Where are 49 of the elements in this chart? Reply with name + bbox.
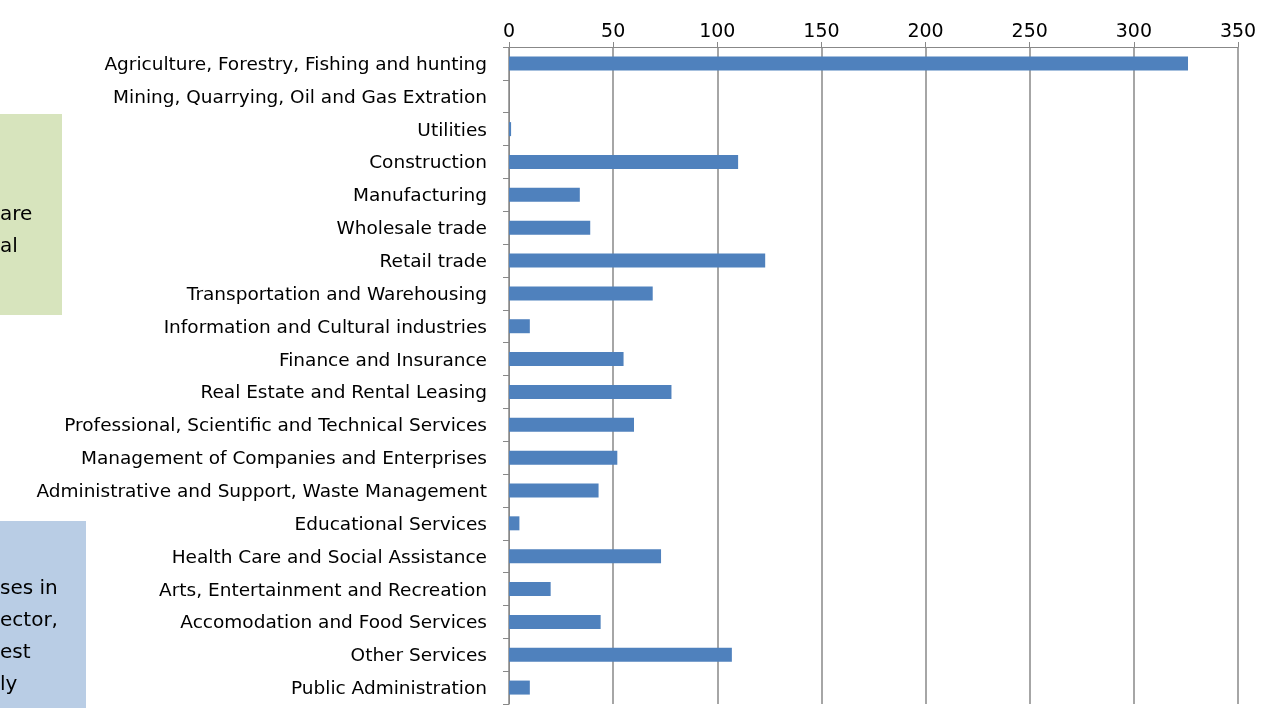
y-tick-label: Transportation and Warehousing: [185, 282, 487, 304]
y-tick-label: Utilities: [417, 118, 487, 140]
bar: [509, 384, 672, 399]
y-tick-label: Public Administration: [290, 677, 487, 699]
y-tick-label: Arts, Entertainment and Recreation: [159, 578, 487, 600]
bar: [509, 450, 618, 465]
y-tick-label: Finance and Insurance: [278, 348, 487, 370]
x-tick-label: 0: [502, 18, 516, 41]
bar: [509, 154, 739, 169]
y-tick-label: Construction: [369, 151, 487, 173]
y-tick-label: Management of Companies and Enterprises: [80, 447, 487, 469]
bar: [509, 680, 530, 695]
y-tick-label: Manufacturing: [353, 184, 487, 206]
y-tick-label: Retail trade: [379, 250, 487, 272]
bar: [509, 483, 599, 498]
x-tick-label: 200: [907, 18, 944, 41]
x-tick-label: 100: [699, 18, 736, 41]
y-tick-label: Information and Cultural industries: [163, 315, 487, 337]
text: ses in ector, est ly: [0, 574, 58, 697]
y-tick-label: Accomodation and Food Services: [180, 611, 487, 633]
bar: [509, 319, 530, 334]
y-tick-label: Mining, Quarrying, Oil and Gas Extration: [113, 85, 487, 107]
bar: [509, 253, 766, 268]
x-tick-label: 50: [601, 18, 626, 41]
bar: [509, 286, 653, 301]
text: are al: [0, 200, 33, 259]
bar: [509, 417, 634, 432]
x-tick-label: 350: [1219, 18, 1257, 41]
y-tick-label: Professional, Scientific and Technical Services: [64, 414, 487, 436]
y-tick-label: Real Estate and Rental Leasing: [200, 381, 487, 403]
y-tick-label: Administrative and Support, Waste Management: [36, 479, 487, 501]
bar: [509, 187, 580, 202]
bar: [509, 647, 732, 662]
y-tick-label: Agriculture, Forestry, Fishing and hunting: [104, 52, 487, 74]
bar: [509, 516, 520, 531]
bar: [509, 582, 551, 597]
y-tick-label: Other Services: [350, 644, 487, 666]
x-tick-label: 150: [803, 18, 840, 41]
bar: [509, 614, 601, 629]
y-tick-label: Health Care and Social Assistance: [171, 545, 487, 567]
x-tick-label: 300: [1115, 18, 1152, 41]
bar: [509, 352, 624, 367]
bar: [509, 549, 662, 564]
bar: [509, 122, 512, 137]
x-tick-label: 250: [1011, 18, 1048, 41]
bar: [509, 220, 591, 235]
y-tick-label: Educational Services: [294, 512, 487, 534]
bar: [509, 56, 1189, 71]
y-tick-label: Wholesale trade: [336, 217, 487, 239]
